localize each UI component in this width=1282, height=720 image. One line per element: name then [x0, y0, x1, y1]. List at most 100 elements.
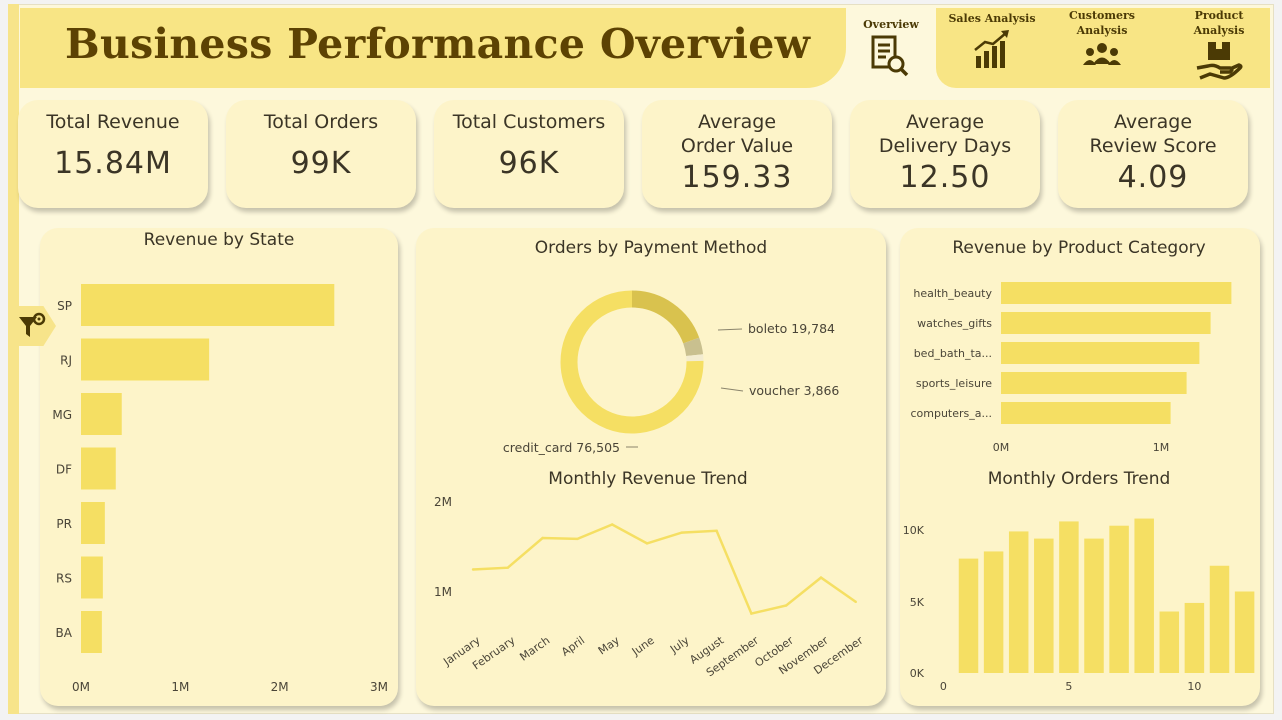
nav-overview-label: Overview — [863, 18, 919, 31]
kpi-card-total-orders: Total Orders 99K — [226, 100, 416, 208]
slice-credit_card — [560, 290, 704, 434]
kpi-label: Total Revenue — [46, 111, 180, 133]
slice-label: boleto 19,784 — [748, 321, 835, 336]
bar-category — [1001, 372, 1187, 394]
line-point — [680, 531, 683, 534]
bar-month-7 — [1109, 525, 1129, 673]
slice-label: credit_card 76,505 — [503, 440, 620, 455]
x-tick-label: 1M — [1153, 441, 1170, 454]
category-label: computers_a... — [910, 407, 992, 420]
kpi-value: 159.33 — [681, 160, 793, 195]
x-tick-label: 1M — [171, 680, 189, 694]
leader-line — [717, 328, 743, 331]
line-point — [715, 529, 718, 532]
category-and-orders-panel: Revenue by Product Category health_beaut… — [900, 228, 1260, 706]
x-tick-label: 5 — [1065, 680, 1072, 693]
kpi-card-average-review-score: Average Review Score 4.09 — [1058, 100, 1248, 208]
line-point — [576, 537, 579, 541]
category-label: health_beauty — [913, 287, 992, 300]
orders-by-payment-chart: boleto 19,784 voucher 3,866 credit_card 76… — [503, 290, 839, 455]
category-label: RJ — [60, 354, 72, 368]
nav-customers-label: Customers Analysis — [1069, 9, 1135, 37]
bar-rs — [81, 556, 103, 599]
bar-category — [1001, 342, 1200, 364]
x-tick-label: 0M — [993, 441, 1010, 454]
y-tick-label: 0K — [910, 667, 925, 680]
kpi-label: Average Delivery Days — [878, 111, 1012, 157]
bar-month-12 — [1234, 591, 1255, 673]
kpi-card-average-order-value: Average Order Value 159.33 — [642, 100, 832, 208]
revenue-by-state-panel: Revenue by State SP RJ MG DF PR RS BA 0M 1M 2M 3M — [40, 228, 398, 706]
category-label: MG — [52, 408, 72, 422]
nav-sales-analysis-button[interactable]: Sales Analysis — [946, 8, 1038, 88]
bar-category — [1001, 282, 1232, 304]
bar-mg — [81, 393, 122, 435]
bar-sp — [81, 284, 335, 326]
x-tick-label: June — [629, 634, 657, 659]
y-tick-label: 1M — [434, 585, 452, 599]
kpi-label: Total Customers — [452, 111, 606, 133]
line-point — [854, 600, 857, 604]
kpi-card-total-customers: Total Customers 96K — [434, 100, 624, 208]
slice-boleto — [631, 290, 700, 344]
bar-month-2 — [983, 551, 1004, 673]
payment-and-revenue-panel: Orders by Payment Method boleto 19,784 vo… — [416, 228, 886, 706]
revenue-line — [472, 523, 857, 616]
category-label: RS — [56, 572, 72, 586]
nav-product-analysis-button[interactable]: Product Analysis — [1176, 8, 1262, 88]
nav-customers-analysis-button[interactable]: Customers Analysis — [1058, 8, 1146, 88]
kpi-value: 99K — [290, 146, 352, 181]
bar-month-5 — [1059, 521, 1079, 673]
line-point — [785, 604, 788, 607]
bar-month-9 — [1159, 611, 1180, 673]
box-hand-icon — [1196, 42, 1243, 80]
x-tick-label: 0 — [940, 680, 947, 693]
bar-month-6 — [1084, 538, 1104, 673]
x-tick-label: 3M — [370, 680, 388, 694]
category-label: PR — [56, 517, 72, 531]
category-label: BA — [56, 626, 73, 640]
header-banner: Business Performance Overview — [20, 8, 846, 88]
bar-month-11 — [1209, 565, 1230, 673]
slice-label: voucher 3,866 — [749, 383, 839, 398]
nav-overview-button[interactable]: Overview — [846, 8, 936, 88]
line-point — [541, 536, 544, 540]
bar-category — [1001, 312, 1211, 334]
x-tick-label: 10 — [1187, 680, 1201, 693]
nav-sales-label: Sales Analysis — [948, 12, 1036, 25]
bar-category — [1001, 402, 1171, 424]
kpi-value: 12.50 — [899, 160, 991, 195]
line-point — [750, 612, 753, 615]
chart-title: Monthly Revenue Trend — [548, 469, 748, 489]
chart-title: Revenue by State — [143, 230, 295, 250]
bar-month-8 — [1134, 518, 1154, 673]
chart-title: Revenue by Product Category — [952, 238, 1206, 258]
line-point — [506, 566, 509, 569]
bar-pr — [81, 502, 105, 544]
page-title: Business Performance Overview — [65, 20, 811, 68]
chart-title: Monthly Orders Trend — [987, 469, 1171, 489]
x-tick-label: 2M — [271, 680, 289, 694]
revenue-by-state-chart: SP RJ MG DF PR RS BA 0M 1M 2M 3M — [52, 284, 388, 694]
line-point — [471, 568, 475, 571]
chart-title: Orders by Payment Method — [534, 238, 768, 258]
users-group-icon — [1083, 43, 1121, 65]
monthly-orders-chart: 10K 5K 0K 0 5 10 — [903, 518, 1255, 693]
bar-rj — [81, 338, 210, 381]
line-point — [611, 523, 614, 526]
x-tick-label: May — [596, 634, 622, 658]
kpi-label: Total Orders — [263, 111, 379, 133]
x-tick-label: April — [559, 634, 587, 659]
kpi-card-total-revenue: Total Revenue 15.84M — [18, 100, 208, 208]
x-tick-label: March — [517, 634, 552, 664]
bar-month-1 — [958, 558, 979, 673]
kpi-value: 15.84M — [54, 146, 172, 181]
y-tick-label: 5K — [910, 596, 925, 609]
report-search-icon — [871, 35, 909, 77]
line-point — [645, 542, 649, 545]
category-label: bed_bath_ta... — [914, 347, 992, 360]
x-tick-label: July — [667, 634, 692, 657]
x-tick-label: 0M — [72, 680, 90, 694]
leader-line — [720, 387, 744, 392]
bar-ba — [81, 611, 102, 653]
